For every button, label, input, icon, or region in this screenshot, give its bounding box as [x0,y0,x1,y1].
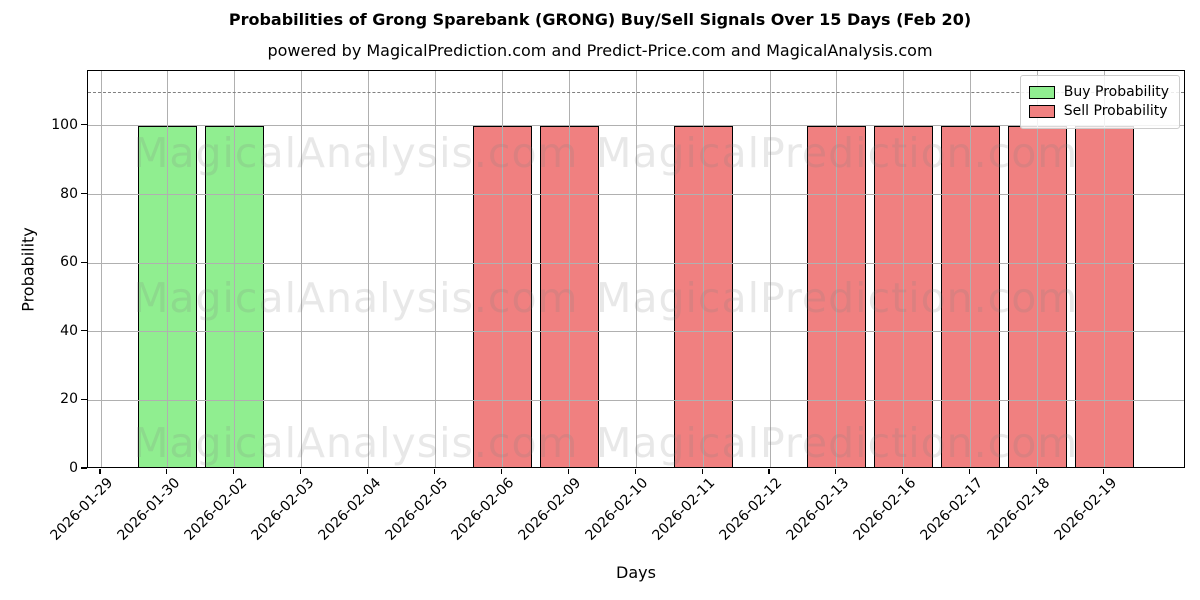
watermark-text: MagicalAnalysis.com [133,274,579,322]
watermark-text: MagicalAnalysis.com [133,419,579,467]
y-gridline [88,262,1184,264]
y-tick-mark [81,124,87,126]
y-gridline [88,331,1184,333]
y-axis-label: Probability [18,227,38,312]
watermark-layer: MagicalAnalysis.com MagicalPrediction.com… [88,71,1184,467]
x-gridline [301,71,303,467]
chart-title: Probabilities of Grong Sparebank (GRONG)… [228,10,972,29]
y-tick-label: 80 [60,185,78,202]
x-gridline [100,71,102,467]
x-tick-mark [634,469,636,474]
y-tick-mark [81,467,87,469]
x-axis-label: Days [616,563,656,582]
watermark-text: MagicalAnalysis.com [133,129,579,177]
x-tick-mark [567,469,569,474]
legend-entry: Buy Probability [1028,84,1169,101]
x-gridline [836,71,838,467]
x-tick-mark [902,469,904,474]
legend-entry-label: Buy Probability [1063,84,1169,100]
legend: Buy Probability Sell Probability [1019,75,1180,129]
x-gridline [435,71,436,467]
plot-area: MagicalAnalysis.com MagicalPrediction.com… [87,70,1185,468]
x-tick-mark [701,469,703,474]
x-tick-mark [835,469,837,474]
y-tick-label: 60 [60,254,78,271]
y-tick-label: 0 [69,460,78,476]
y-gridline [88,399,1184,401]
x-gridline [1104,71,1105,467]
x-gridline [635,71,637,467]
x-tick-mark [99,469,101,474]
y-tick-label: 100 [51,116,78,133]
x-tick-mark [300,469,302,474]
x-tick-mark [768,469,770,474]
x-gridline [1037,71,1039,467]
watermark-text: MagicalPrediction.com [596,419,1079,467]
x-tick-mark [1102,469,1105,474]
legend-swatch [1028,105,1055,118]
chart-subtitle: powered by MagicalPrediction.com and Pre… [267,41,933,60]
y-tick-label: 40 [60,322,78,339]
legend-entry-label: Sell Probability [1063,103,1168,119]
x-tick-mark [233,469,235,474]
y-tick-mark [81,330,87,332]
grid-layer [88,71,1184,467]
x-gridline [769,71,771,467]
y-gridline [88,194,1184,196]
x-tick-mark [500,469,502,474]
x-tick-mark [367,469,369,474]
watermark-text: MagicalPrediction.com [596,274,1079,322]
y-tick-mark [81,398,87,400]
x-gridline [234,71,236,467]
x-gridline [903,71,905,467]
x-tick-mark [1036,469,1038,474]
x-gridline [568,71,570,467]
y-gridline [88,125,1184,127]
x-gridline [702,71,704,467]
y-tick-label: 20 [60,391,78,408]
x-tick-mark [166,469,168,474]
dashed-threshold-line [88,91,1184,93]
x-gridline [167,71,169,467]
watermark-text: MagicalPrediction.com [596,129,1079,177]
x-tick-mark [433,469,436,474]
x-tick-mark [969,469,971,474]
legend-swatch [1028,86,1055,99]
y-tick-mark [81,261,87,263]
x-gridline [368,71,370,467]
y-tick-mark [81,192,87,195]
x-gridline [970,71,972,467]
legend-entry: Sell Probability [1028,103,1169,120]
x-gridline [501,71,503,467]
